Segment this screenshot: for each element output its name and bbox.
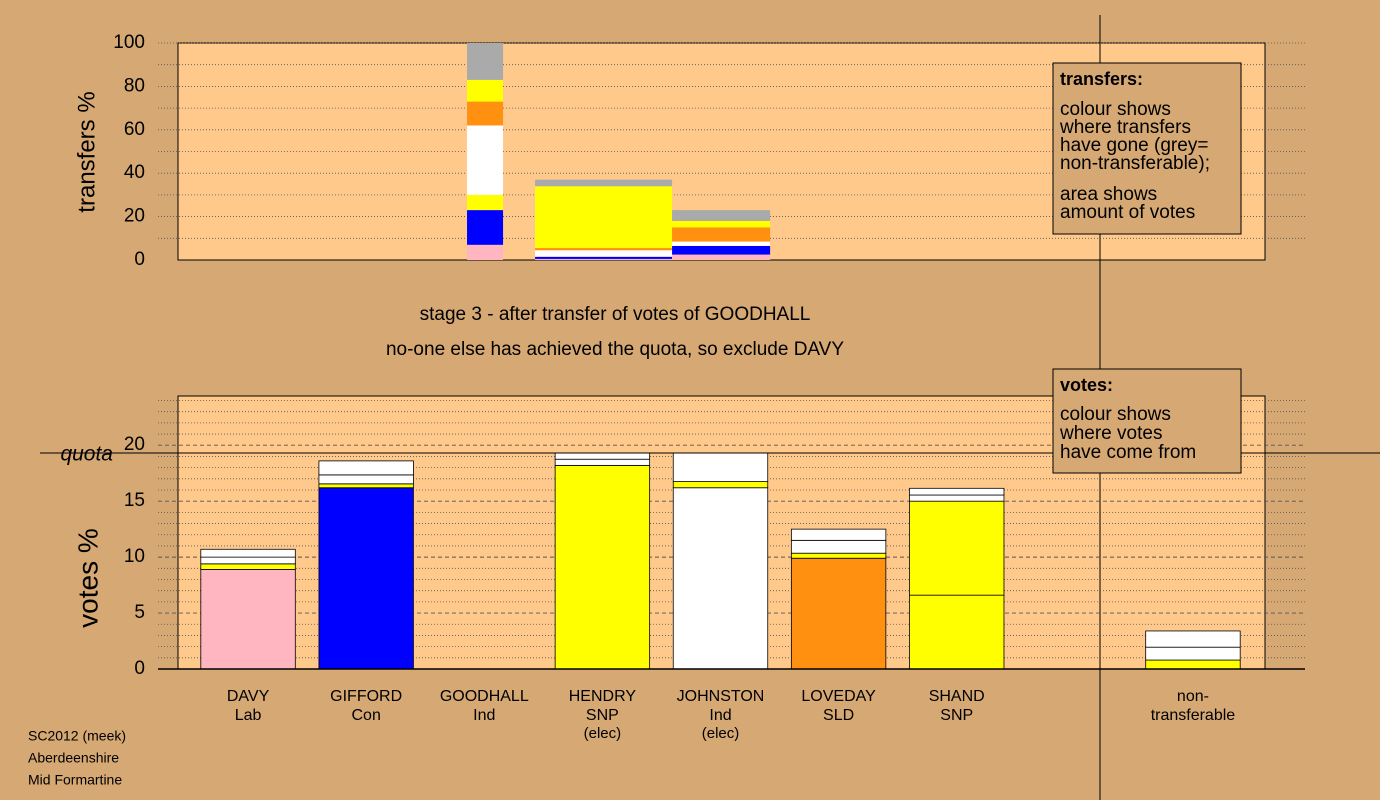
x-tick-label: SNP — [586, 707, 619, 724]
x-tick-label: GOODHALL — [440, 688, 529, 705]
vote-segment — [1145, 659, 1241, 670]
x-tick-label: Ind — [709, 707, 731, 724]
transfer-segment — [467, 194, 504, 211]
transfer-segment — [535, 256, 673, 259]
x-tick-label: (elec) — [702, 725, 740, 742]
x-tick-label: SNP — [940, 707, 973, 724]
vote-segment — [200, 556, 296, 565]
note-line: have come from — [1060, 442, 1196, 463]
note-line: where transfers — [1059, 117, 1191, 138]
x-tick-label: DAVY — [227, 688, 270, 705]
transfer-segment — [535, 248, 673, 251]
x-tick-label: JOHNSTON — [677, 688, 765, 705]
caption: stage 3 - after transfer of votes of GOO… — [420, 304, 811, 325]
footer-text: Aberdeenshire — [28, 750, 119, 766]
transfer-segment — [672, 245, 771, 255]
vote-segment — [554, 458, 651, 466]
y-tick-label: 60 — [124, 119, 145, 140]
vote-segment — [318, 474, 414, 485]
vote-segment — [909, 594, 1005, 670]
y-tick-label: 10 — [124, 546, 145, 567]
x-tick-label: SLD — [823, 707, 854, 724]
note-line: have gone (grey= — [1060, 135, 1208, 156]
x-tick-label: Con — [351, 707, 380, 724]
note-box — [1052, 62, 1242, 235]
x-tick-label: SHAND — [929, 688, 985, 705]
footer-text: Mid Formartine — [28, 772, 122, 788]
note-title: votes: — [1060, 375, 1113, 395]
x-tick-label: non- — [1177, 688, 1209, 705]
vote-segment — [200, 548, 296, 558]
vote-segment — [790, 528, 887, 541]
y-tick-label: 0 — [134, 249, 145, 270]
y-tick-label: 20 — [124, 206, 145, 227]
vote-segment — [790, 557, 887, 670]
y-tick-label: 80 — [124, 75, 145, 96]
transfer-segment — [467, 210, 504, 245]
x-tick-label: Lab — [235, 707, 262, 724]
vote-segment — [318, 483, 414, 489]
x-tick-label: HENDRY — [569, 688, 637, 705]
transfer-segment — [672, 254, 771, 260]
transfer-segment — [467, 79, 504, 102]
note-line: colour shows — [1060, 99, 1171, 120]
y-tick-label: 15 — [124, 490, 145, 511]
y-axis-label: votes % — [72, 528, 103, 628]
y-tick-label: 5 — [134, 602, 145, 623]
vote-segment — [318, 487, 414, 670]
note-box — [1052, 368, 1242, 474]
transfer-segment — [467, 43, 504, 80]
vote-segment — [790, 539, 887, 554]
note-line: amount of votes — [1060, 202, 1195, 223]
caption: no-one else has achieved the quota, so e… — [386, 339, 844, 360]
note-line: colour shows — [1060, 404, 1171, 425]
y-tick-label: 20 — [124, 434, 145, 455]
vote-segment — [672, 487, 769, 670]
x-tick-label: LOVEDAY — [801, 688, 876, 705]
x-tick-label: GIFFORD — [330, 688, 402, 705]
note-line: non-transferable); — [1060, 153, 1210, 174]
vote-segment — [672, 452, 769, 482]
transfer-segment — [535, 179, 673, 187]
vote-segment — [554, 464, 651, 670]
note-title: transfers: — [1060, 69, 1143, 89]
transfer-segment — [535, 186, 673, 249]
vote-segment — [909, 487, 1005, 496]
transfer-segment — [535, 258, 673, 260]
vote-segment — [1145, 646, 1241, 661]
vote-segment — [790, 552, 887, 559]
vote-segment — [672, 481, 769, 489]
y-tick-label: 0 — [134, 658, 145, 679]
transfer-segment — [672, 210, 771, 221]
transfer-segment — [535, 250, 673, 257]
transfer-segment — [467, 125, 504, 195]
vote-segment — [909, 500, 1005, 596]
vote-segment — [909, 494, 1005, 502]
transfer-segment — [672, 241, 771, 246]
transfer-segment — [672, 220, 771, 228]
y-tick-label: 100 — [113, 32, 145, 53]
note-line: area shows — [1060, 184, 1157, 205]
y-axis-label: transfers % — [73, 91, 100, 212]
x-tick-label: transferable — [1151, 707, 1236, 724]
vote-segment — [554, 452, 651, 460]
vote-segment — [318, 460, 414, 476]
y-tick-label: 40 — [124, 162, 145, 183]
transfer-segment — [467, 101, 504, 126]
vote-segment — [200, 563, 296, 570]
x-tick-label: Ind — [473, 707, 495, 724]
transfer-segment — [672, 227, 771, 242]
quota-label: quota — [60, 443, 113, 466]
vote-segment — [1145, 630, 1241, 648]
note-line: where votes — [1059, 423, 1162, 444]
x-tick-label: (elec) — [584, 725, 622, 742]
vote-segment — [200, 569, 296, 670]
footer-text: SC2012 (meek) — [28, 728, 126, 744]
transfer-segment — [467, 244, 504, 260]
